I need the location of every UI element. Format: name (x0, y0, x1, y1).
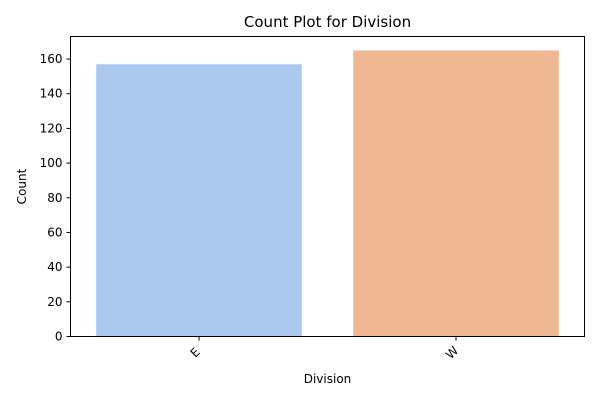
y-tick-label: 40 (47, 260, 62, 274)
bar-E (96, 64, 302, 337)
bars-group (96, 50, 559, 337)
x-tick-label: W (443, 343, 461, 361)
x-axis-label: Division (304, 372, 352, 386)
y-tick-label: 60 (47, 225, 62, 239)
y-tick-label: 0 (55, 330, 63, 344)
y-tick-label: 140 (40, 87, 63, 101)
chart-title: Count Plot for Division (244, 13, 411, 31)
y-axis-ticks: 0 20 40 60 80 100 120 140 160 (40, 52, 71, 344)
plot-frame (70, 36, 585, 337)
y-tick-label: 20 (47, 295, 62, 309)
y-tick-label: 80 (47, 191, 62, 205)
y-axis-label: Count (15, 168, 29, 204)
bar-W (353, 50, 559, 337)
y-tick-label: 120 (40, 121, 63, 135)
x-tick-label: E (188, 345, 203, 360)
y-tick-label: 160 (40, 52, 63, 66)
y-tick-label: 100 (40, 156, 63, 170)
